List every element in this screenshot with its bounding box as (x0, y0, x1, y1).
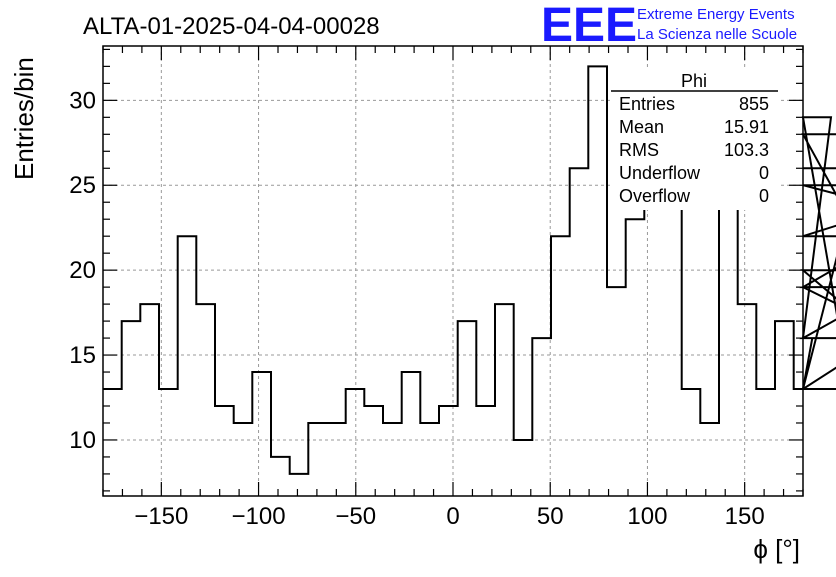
axis-ticks (102, 46, 804, 496)
y-tick-label: 30 (69, 87, 96, 114)
logo: EEE Extreme Energy Events La Scienza nel… (541, 0, 797, 52)
stats-box-background (611, 70, 778, 210)
logo-line-1: Extreme Energy Events (637, 6, 795, 23)
y-tick-label: 10 (69, 427, 96, 454)
stats-row-label: RMS (619, 140, 659, 160)
stats-row-value: 0 (759, 186, 769, 206)
stats-row-label: Underflow (619, 163, 701, 183)
x-tick-label: 150 (725, 503, 765, 530)
x-tick-label: 50 (537, 503, 564, 530)
x-axis-label: ϕ [°] (753, 534, 800, 564)
y-axis-label: Entries/bin (9, 57, 39, 180)
x-tick-label: 100 (627, 503, 667, 530)
x-tick-label: 0 (446, 503, 459, 530)
stats-row-label: Overflow (619, 186, 691, 206)
x-tick-label: −150 (134, 503, 188, 530)
chart-title: ALTA-01-2025-04-04-00028 (83, 13, 380, 40)
y-tick-label: 20 (69, 257, 96, 284)
x-tick-label: −100 (232, 503, 286, 530)
stats-row-value: 103.3 (724, 140, 769, 160)
stats-rows: Entries 855 Mean 15.91 RMS 103.3 Underflow 0 Ove… (619, 94, 769, 206)
logo-mark: EEE (541, 0, 637, 52)
x-tick-labels: −150 −100 −50 0 50 100 150 (134, 503, 764, 530)
stats-row-value: 0 (759, 163, 769, 183)
stats-box: Phi Entries 855 Mean 15.91 RMS 103.3 Underflow… (611, 70, 778, 210)
histogram-series (103, 65, 836, 475)
x-tick-label: −50 (335, 503, 376, 530)
y-tick-label: 25 (69, 172, 96, 199)
y-tick-label: 15 (69, 342, 96, 369)
stats-row-label: Entries (619, 94, 675, 114)
stats-title: Phi (681, 71, 707, 91)
stats-row-label: Mean (619, 117, 664, 137)
logo-line-2: La Scienza nelle Scuole (637, 26, 797, 43)
stats-row-value: 855 (739, 94, 769, 114)
y-tick-labels: 10 15 20 25 30 (69, 87, 96, 454)
stats-row-value: 15.91 (724, 117, 769, 137)
